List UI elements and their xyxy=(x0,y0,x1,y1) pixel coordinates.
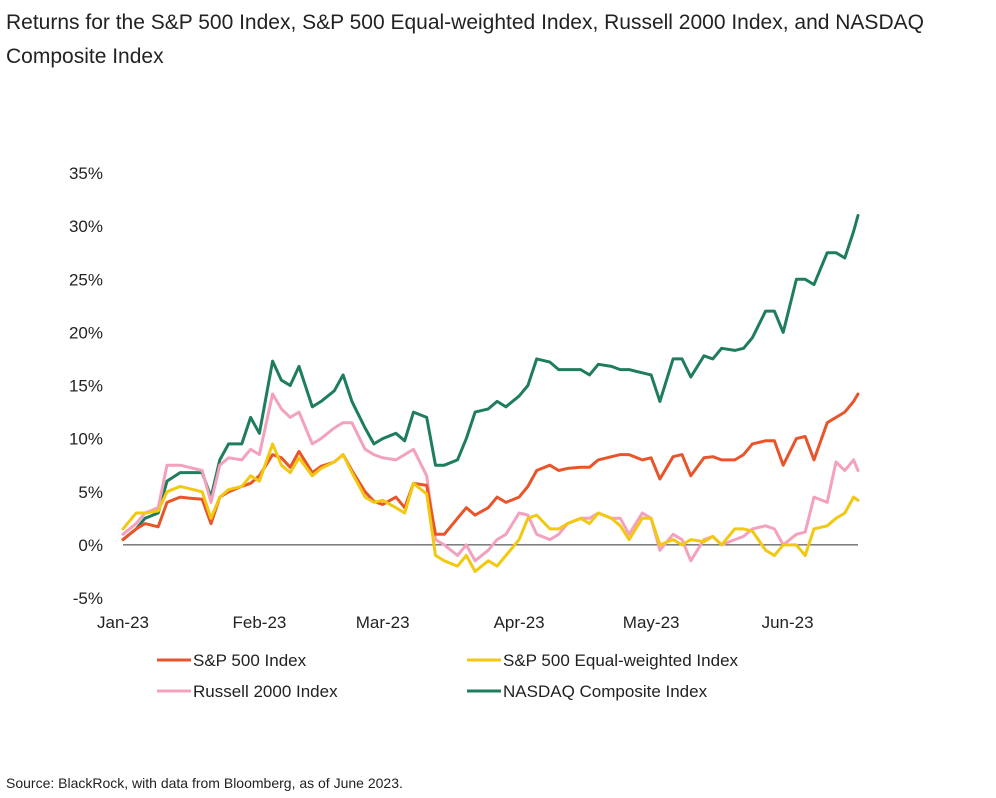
series-line-russell-2000-index xyxy=(121,392,860,563)
y-tick-label: 35% xyxy=(69,164,103,183)
y-tick-label: 5% xyxy=(78,483,103,502)
legend-label: S&P 500 Equal-weighted Index xyxy=(503,651,739,670)
series-line-s-p-500-equal-weighted-index xyxy=(121,442,860,573)
y-tick-label: 25% xyxy=(69,270,103,289)
x-tick-label: Jun-23 xyxy=(762,613,814,632)
y-tick-label: 0% xyxy=(78,536,103,555)
y-axis-ticks: 35% 30% 25% 20% 15% 10% 5% 0% -5% xyxy=(69,164,103,608)
y-tick-label: 30% xyxy=(69,217,103,236)
legend-label: S&P 500 Index xyxy=(193,651,307,670)
chart-legend: S&P 500 Index S&P 500 Equal-weighted Inde… xyxy=(157,651,739,701)
legend-label: NASDAQ Composite Index xyxy=(503,682,708,701)
x-tick-label: Apr-23 xyxy=(494,613,545,632)
series-line-nasdaq-composite-index xyxy=(121,214,860,542)
x-tick-label: Feb-23 xyxy=(232,613,286,632)
legend-label: Russell 2000 Index xyxy=(193,682,338,701)
y-tick-label: 10% xyxy=(69,430,103,449)
x-tick-label: Jan-23 xyxy=(97,613,149,632)
y-tick-label: 20% xyxy=(69,323,103,342)
series-line-s-p-500-index xyxy=(121,392,860,542)
x-axis-ticks: Jan-23 Feb-23 Mar-23 Apr-23 May-23 Jun-23 xyxy=(97,613,814,632)
x-tick-label: May-23 xyxy=(623,613,680,632)
series-lines xyxy=(121,214,860,573)
x-tick-label: Mar-23 xyxy=(356,613,410,632)
y-tick-label: -5% xyxy=(73,589,103,608)
y-tick-label: 15% xyxy=(69,377,103,396)
source-note: Source: BlackRock, with data from Bloomb… xyxy=(6,775,403,791)
page-title: Returns for the S&P 500 Index, S&P 500 E… xyxy=(6,11,924,68)
